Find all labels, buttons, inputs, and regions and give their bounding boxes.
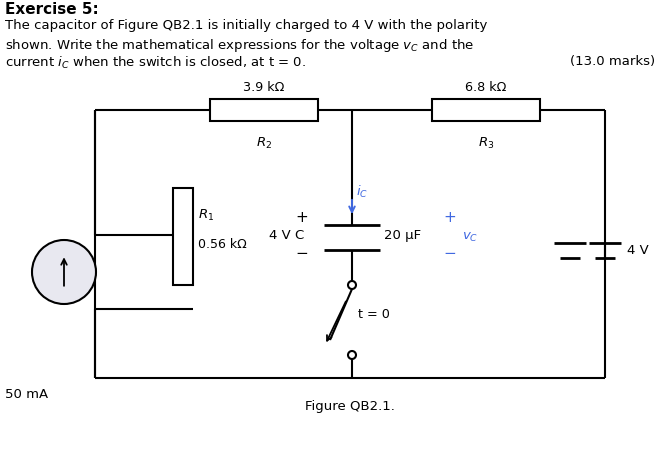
Text: shown. Write the mathematical expressions for the voltage $v_C$ and the: shown. Write the mathematical expression… (5, 37, 474, 54)
Text: 4 V: 4 V (627, 244, 649, 257)
Text: (13.0 marks): (13.0 marks) (570, 55, 655, 68)
Text: t = 0: t = 0 (358, 308, 390, 322)
Text: The capacitor of Figure QB2.1 is initially charged to 4 V with the polarity: The capacitor of Figure QB2.1 is initial… (5, 19, 487, 32)
Bar (432, 99, 540, 121)
Ellipse shape (32, 240, 96, 304)
Text: 6.8 kΩ: 6.8 kΩ (465, 81, 507, 94)
Text: −: − (296, 246, 308, 260)
Text: $R_1$: $R_1$ (198, 207, 214, 223)
Text: 50 mA: 50 mA (5, 388, 48, 401)
Text: 0.56 kΩ: 0.56 kΩ (198, 238, 247, 251)
Circle shape (348, 351, 356, 359)
Text: Exercise 5:: Exercise 5: (5, 2, 99, 17)
Text: $i_C$: $i_C$ (356, 184, 368, 200)
Text: $R_3$: $R_3$ (478, 136, 494, 151)
Text: 3.9 kΩ: 3.9 kΩ (244, 81, 284, 94)
Text: current $i_C$ when the switch is closed, at t = 0.: current $i_C$ when the switch is closed,… (5, 55, 306, 71)
Text: −: − (444, 246, 456, 260)
Bar (210, 99, 318, 121)
Text: $R_2$: $R_2$ (256, 136, 272, 151)
Bar (173, 188, 193, 285)
Text: 4 V C: 4 V C (269, 229, 304, 242)
Text: $v_C$: $v_C$ (462, 231, 478, 244)
Text: 20 μF: 20 μF (384, 229, 421, 242)
Circle shape (348, 281, 356, 289)
Text: +: + (296, 209, 308, 225)
Text: Figure QB2.1.: Figure QB2.1. (305, 400, 395, 413)
Text: +: + (444, 209, 456, 225)
